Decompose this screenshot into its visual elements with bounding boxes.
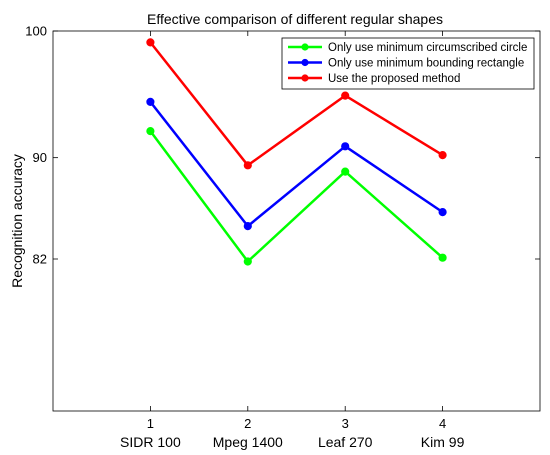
data-point — [243, 161, 252, 170]
plot-area — [52, 30, 541, 412]
data-point — [438, 208, 447, 217]
y-tick-label: 90 — [33, 150, 47, 165]
legend-label: Use the proposed method — [328, 73, 460, 85]
y-tick-label: 82 — [33, 252, 47, 267]
data-point — [341, 167, 350, 176]
data-point — [146, 97, 155, 107]
axes: 100 90 82 1 SIDR 100 2 Mpeg 1400 3 Leaf 270 4 Kim … — [25, 24, 540, 450]
legend-marker — [301, 74, 309, 82]
y-axis-label: Recognition accuracy — [9, 154, 25, 288]
data-point — [438, 151, 447, 160]
legend-box — [281, 37, 535, 90]
x-category-label: Mpeg 1400 — [213, 434, 283, 450]
series-1 — [146, 127, 447, 266]
data-point — [146, 127, 155, 136]
legend-label: Only use minimum circumscribed circle — [328, 42, 527, 54]
x-tick-label: 4 — [439, 416, 446, 431]
data-point — [243, 222, 252, 231]
series-line — [149, 41, 444, 167]
y-tick-label: 100 — [25, 24, 47, 39]
chart-title: Effective comparison of different regula… — [147, 11, 443, 27]
legend-label: Only use minimum bounding rectangle — [328, 58, 524, 70]
data-point — [146, 38, 155, 47]
x-tick-label: 3 — [342, 416, 349, 431]
x-category-label: Leaf 270 — [318, 434, 373, 450]
series-line — [149, 101, 444, 228]
x-category-label: SIDR 100 — [120, 434, 181, 450]
legend-marker — [301, 43, 309, 51]
data-point — [341, 91, 350, 100]
legend-marker — [301, 58, 309, 67]
series-3 — [146, 38, 447, 170]
data-point — [243, 257, 252, 266]
data-point — [341, 142, 350, 151]
legend: Only use minimum circumscribed circle Onl… — [281, 37, 535, 90]
data-point — [438, 253, 447, 262]
series-2 — [146, 97, 447, 231]
series-layer — [146, 38, 447, 266]
x-tick-label: 2 — [244, 416, 251, 431]
x-category-label: Kim 99 — [421, 434, 465, 450]
x-tick-label: 1 — [147, 416, 154, 431]
series-line — [149, 130, 444, 263]
